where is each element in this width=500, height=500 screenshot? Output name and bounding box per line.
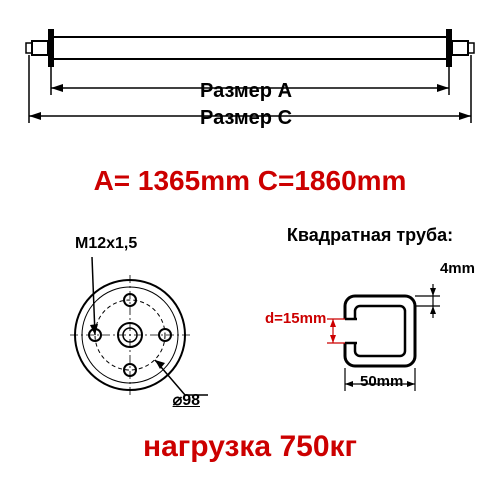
- hub-svg: [40, 235, 220, 415]
- load-text: нагрузка 750кг: [0, 430, 500, 464]
- hub-diagram: М12х1,5 ⌀98: [40, 235, 220, 415]
- tube-d-label: d=15mm: [265, 310, 326, 327]
- main-dimensions: A= 1365mm C=1860mm: [0, 165, 500, 197]
- dim-a-label: Размер А: [200, 80, 292, 103]
- thread-label: М12х1,5: [75, 235, 137, 253]
- axle-diagram: Размер А Размер С: [20, 25, 480, 135]
- tube-svg: [265, 256, 475, 416]
- tube-wall-label: 4mm: [440, 260, 475, 277]
- pcd-label: ⌀98: [173, 390, 200, 410]
- tube-title: Квадратная труба:: [265, 225, 475, 246]
- tube-width-label: 50mm: [360, 373, 403, 390]
- dim-c-label: Размер С: [200, 107, 292, 130]
- tube-diagram: Квадратная труба: d=15mm 4mm 50mm: [265, 225, 475, 405]
